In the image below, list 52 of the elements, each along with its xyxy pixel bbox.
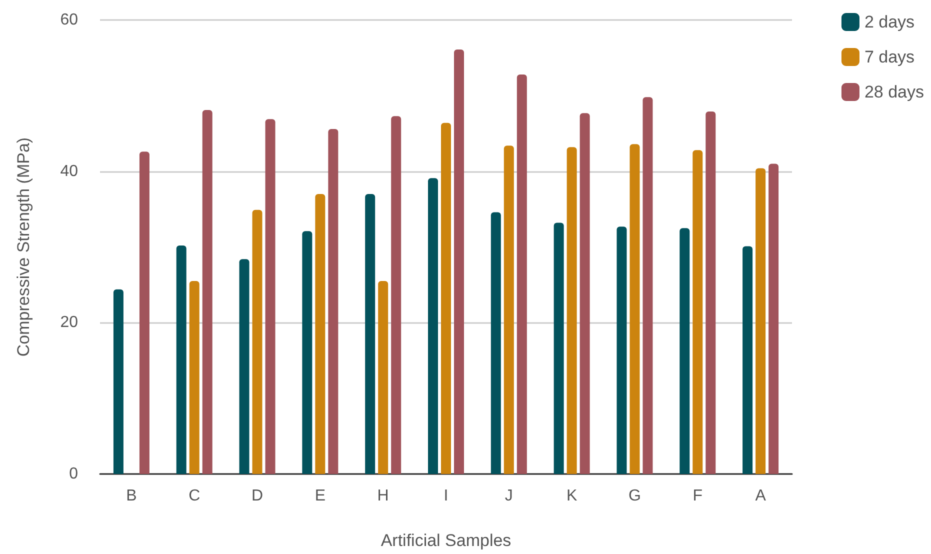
bar (554, 222, 564, 474)
bar (742, 246, 753, 474)
bar (706, 112, 716, 474)
y-tick-label: 20 (60, 314, 78, 332)
bar (252, 210, 262, 474)
x-tick-label: E (314, 488, 326, 504)
x-tick-label: C (188, 488, 200, 504)
bar (680, 228, 690, 474)
bar (428, 178, 438, 474)
x-tick-label: D (251, 488, 264, 504)
bar (378, 281, 388, 474)
bar (580, 113, 590, 474)
bar (176, 245, 186, 474)
bar (454, 50, 464, 474)
x-axis-title: Artificial Samples (380, 531, 512, 550)
legend-label: 7 days (864, 48, 915, 66)
bar (265, 119, 276, 474)
bar (441, 122, 451, 474)
bar (365, 194, 376, 474)
y-axis-title: Compressive Strength (MPa) (14, 137, 33, 357)
bar (768, 164, 779, 474)
y-tick-label: 60 (60, 12, 78, 28)
bar (139, 152, 150, 474)
bar (202, 110, 212, 474)
bar (504, 146, 514, 474)
bar (490, 212, 501, 474)
bar (630, 144, 640, 474)
bar (616, 226, 627, 474)
y-tick-label: 40 (60, 162, 78, 180)
bar (642, 97, 653, 474)
x-tick-label: F (692, 488, 703, 504)
bar (692, 150, 703, 474)
bar (566, 147, 577, 474)
legend-label: 2 days (864, 12, 915, 32)
bar (516, 74, 527, 474)
bar (113, 289, 124, 474)
x-tick-label: A (755, 488, 766, 504)
x-tick-label: G (628, 488, 641, 504)
x-tick-label: K (566, 488, 578, 504)
bar (391, 116, 402, 474)
legend-label: 28 days (864, 82, 924, 102)
x-tick-label: B (126, 488, 137, 504)
bar (189, 281, 200, 474)
x-tick-label: H (377, 488, 389, 504)
bar (756, 168, 766, 474)
bar (315, 194, 326, 474)
x-tick-label: J (504, 488, 513, 504)
bar (328, 128, 338, 474)
x-tick-label: I (444, 488, 448, 504)
y-tick-label: 0 (69, 466, 78, 482)
bar (302, 231, 312, 474)
bar (239, 259, 250, 474)
